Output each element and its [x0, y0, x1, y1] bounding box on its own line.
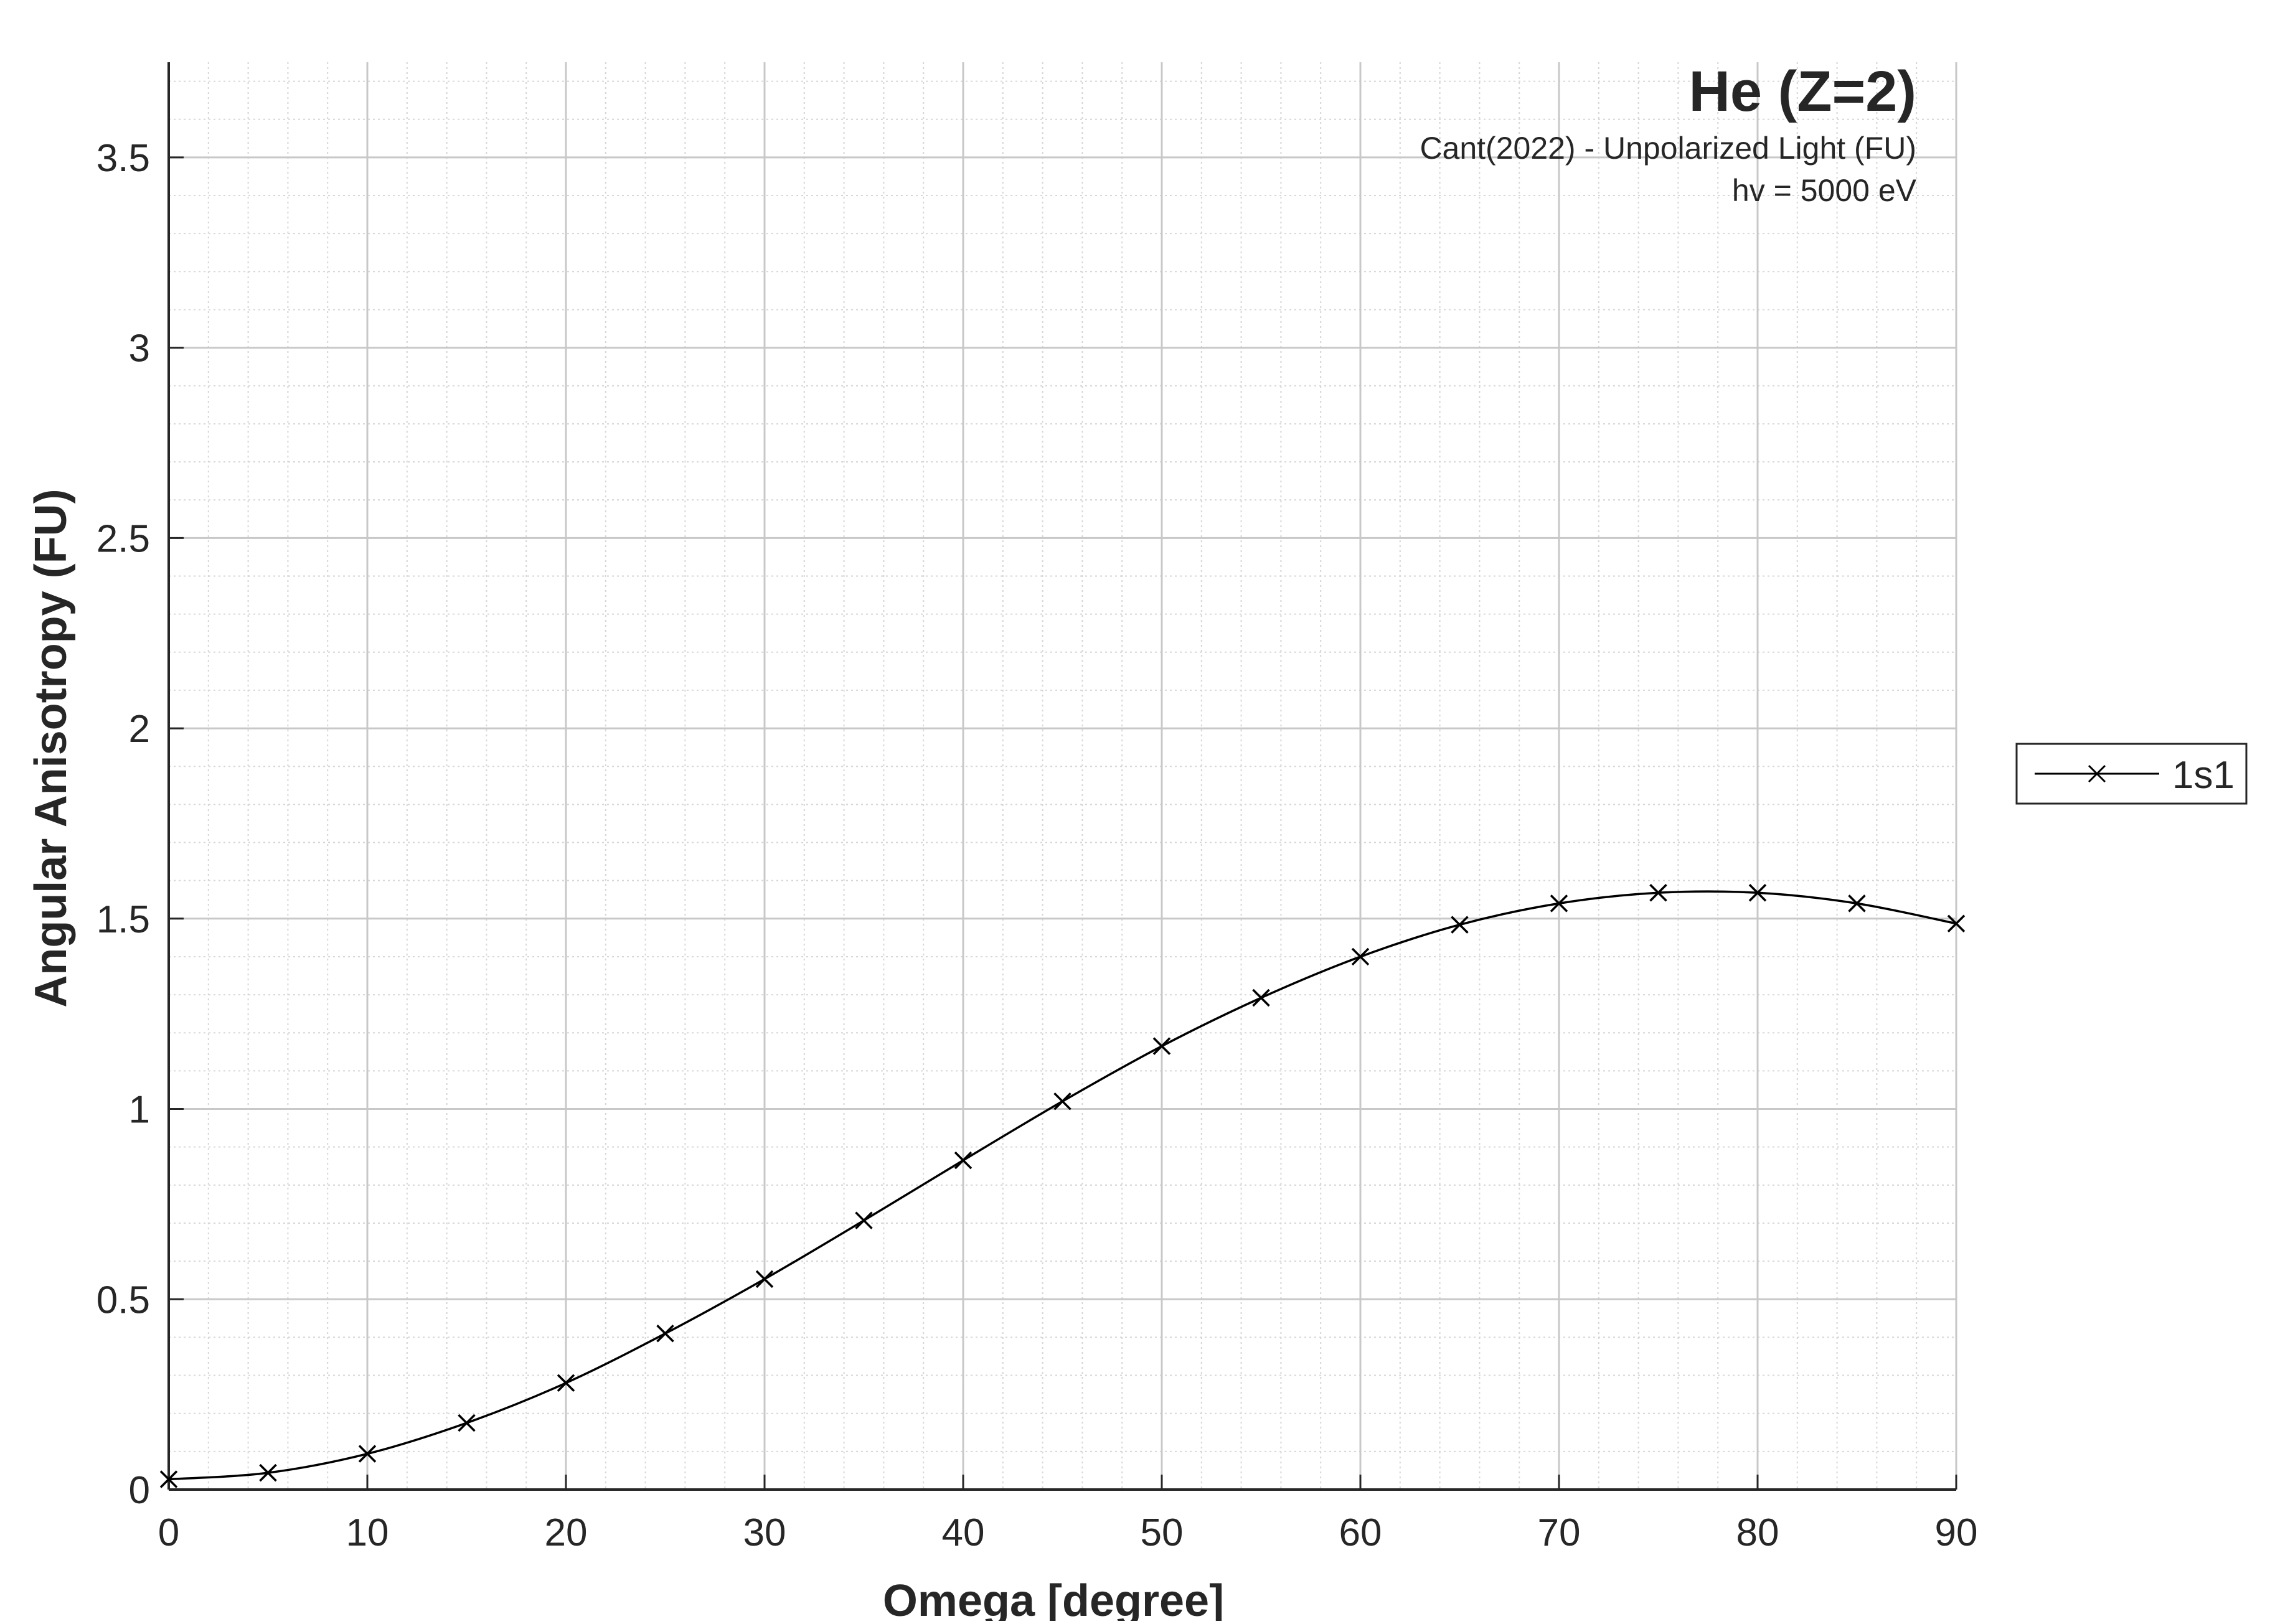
marker-stroke — [259, 1463, 277, 1482]
marker-stroke — [855, 1211, 873, 1229]
series-layer — [159, 883, 1966, 1488]
x-tick-label: 60 — [1339, 1511, 1382, 1554]
y-tick-label: 1 — [129, 1089, 150, 1132]
data-point-marker — [1550, 894, 1568, 913]
major-gridlines — [169, 62, 1957, 1490]
data-point-marker — [557, 1374, 575, 1392]
x-tick-label: 70 — [1538, 1511, 1581, 1554]
data-point-marker — [159, 1470, 178, 1488]
data-point-marker — [1947, 914, 1966, 932]
marker-stroke — [1649, 883, 1667, 902]
y-tick-label: 0.5 — [97, 1279, 150, 1321]
legend: 1s1 — [2015, 743, 2248, 805]
data-point-marker — [1152, 1037, 1171, 1055]
data-point-marker — [954, 1151, 973, 1170]
x-tick-label: 30 — [743, 1511, 786, 1554]
y-tick-label: 2.5 — [97, 517, 150, 560]
x-tick-label: 0 — [158, 1511, 179, 1554]
y-tick-label: 3 — [129, 327, 150, 370]
data-point-marker — [1848, 894, 1866, 913]
chart-subtitle-energy: hv = 5000 eV — [1732, 173, 1917, 208]
marker-stroke — [1351, 947, 1370, 966]
legend-marker-icon — [2088, 764, 2106, 783]
labels-layer: He (Z=2) Cant(2022) - Unpolarized Light … — [26, 60, 1917, 1624]
chart-subtitle-source: Cant(2022) - Unpolarized Light (FU) — [1420, 131, 1916, 166]
y-tick-label: 1.5 — [97, 898, 150, 941]
marker-stroke — [458, 1414, 476, 1432]
data-point-marker — [458, 1414, 476, 1432]
marker-stroke — [1748, 883, 1767, 902]
x-axis-title: Omega [degree] — [883, 1576, 1224, 1621]
data-point-marker — [1748, 883, 1767, 902]
marker-stroke — [358, 1445, 377, 1463]
y-tick-label: 3.5 — [97, 137, 150, 180]
x-tick-label: 50 — [1141, 1511, 1184, 1554]
data-point-marker — [1351, 947, 1370, 966]
data-point-marker — [358, 1445, 377, 1463]
data-point-marker — [656, 1325, 674, 1343]
marker-stroke — [1152, 1037, 1171, 1055]
marker-stroke — [1252, 988, 1270, 1007]
marker-stroke — [159, 1470, 178, 1488]
chart-title: He (Z=2) — [1688, 60, 1916, 123]
marker-stroke — [1053, 1092, 1071, 1110]
data-point-marker — [1649, 883, 1667, 902]
data-point-marker — [755, 1270, 774, 1288]
x-tick-label: 40 — [942, 1511, 985, 1554]
marker-stroke — [1451, 916, 1469, 934]
data-point-marker — [1053, 1092, 1071, 1110]
marker-stroke — [557, 1374, 575, 1392]
marker-stroke — [954, 1151, 973, 1170]
legend-entry-1s1: 1s1 — [2172, 754, 2235, 797]
y-tick-label: 2 — [129, 708, 150, 751]
y-tick-label: 0 — [129, 1469, 150, 1512]
data-point-marker — [1451, 916, 1469, 934]
data-point-marker — [259, 1463, 277, 1482]
x-tick-label: 20 — [545, 1511, 588, 1554]
x-tick-label: 80 — [1736, 1511, 1779, 1554]
data-point-marker — [855, 1211, 873, 1229]
y-axis-title: Angular Anisotropy (FU) — [26, 489, 76, 1007]
axes: 0 10 20 30 40 50 60 70 80 90 0 0.5 1 1.5 2 2.5 3 3.5 — [97, 62, 1978, 1554]
x-tick-label: 10 — [346, 1511, 389, 1554]
x-tick-label: 90 — [1935, 1511, 1978, 1554]
data-point-marker — [1252, 988, 1270, 1007]
minor-gridlines — [169, 62, 1956, 1490]
marker-stroke — [1848, 894, 1866, 913]
marker-stroke — [1550, 894, 1568, 913]
marker-stroke — [656, 1325, 674, 1343]
marker-stroke — [1947, 914, 1966, 932]
marker-stroke — [755, 1270, 774, 1288]
